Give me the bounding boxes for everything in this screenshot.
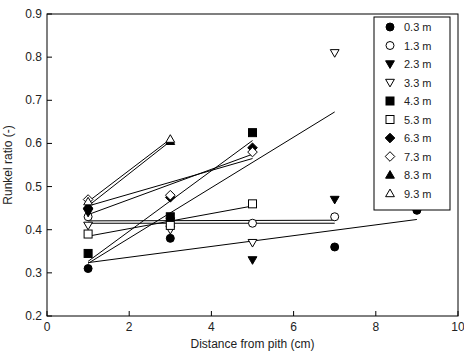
legend-frame bbox=[374, 17, 450, 210]
data-point bbox=[166, 221, 174, 229]
x-axis-label: Distance from pith (cm) bbox=[190, 337, 314, 351]
legend-label: 7.3 m bbox=[404, 151, 432, 163]
y-tick-label: 0.8 bbox=[25, 50, 42, 64]
x-tick-label: 8 bbox=[372, 320, 379, 334]
x-tick bbox=[293, 311, 294, 316]
legend-label: 9.3 m bbox=[404, 188, 432, 200]
data-point bbox=[330, 196, 339, 204]
legend-label: 4.3 m bbox=[404, 95, 432, 107]
legend-marker bbox=[386, 171, 395, 179]
y-tick bbox=[47, 229, 52, 230]
legend-marker bbox=[385, 133, 395, 143]
y-tick-label: 0.9 bbox=[25, 7, 42, 21]
data-point bbox=[83, 195, 93, 205]
legend-label: 0.3 m bbox=[404, 21, 432, 33]
legend-marker bbox=[385, 152, 395, 162]
legend: 0.3 m 1.3 m 2.3 m 3.3 m 4.3 m 5.3 m 6.3 m 7.3 m… bbox=[374, 17, 450, 210]
data-point bbox=[248, 147, 258, 157]
data-point bbox=[84, 230, 92, 238]
data-point bbox=[248, 239, 257, 247]
y-tick-label: 0.6 bbox=[25, 136, 42, 150]
y-axis-label: Runkel ratio (-) bbox=[1, 125, 15, 204]
data-point bbox=[166, 221, 174, 229]
x-tick bbox=[211, 311, 212, 316]
legend-label: 3.3 m bbox=[404, 77, 432, 89]
x-tick-label: 2 bbox=[126, 320, 133, 334]
data-point bbox=[331, 213, 339, 221]
data-point bbox=[249, 129, 257, 137]
trend-line bbox=[88, 139, 170, 202]
legend-marker bbox=[386, 61, 395, 69]
x-tick-label: 0 bbox=[44, 320, 51, 334]
legend-label: 8.3 m bbox=[404, 169, 432, 181]
y-tick bbox=[47, 186, 52, 187]
legend-label: 2.3 m bbox=[404, 58, 432, 70]
chart: 0 2 4 6 8 10 0.2 0.3 0.4 0.5 0.6 0.7 0.8 0.9 Distance … bbox=[0, 0, 464, 354]
legend-marker bbox=[386, 79, 395, 87]
data-point bbox=[249, 219, 257, 227]
legend-marker bbox=[386, 189, 395, 197]
x-tick bbox=[458, 311, 459, 316]
y-tick-label: 0.3 bbox=[25, 266, 42, 280]
data-point bbox=[166, 213, 174, 221]
data-point bbox=[84, 249, 92, 257]
trend-line bbox=[88, 219, 417, 262]
legend-marker bbox=[386, 97, 394, 105]
y-tick bbox=[47, 100, 52, 101]
trend-line bbox=[88, 141, 170, 206]
plot-frame bbox=[47, 14, 458, 316]
data-point bbox=[166, 234, 174, 242]
legend-label: 1.3 m bbox=[404, 40, 432, 52]
y-tick-label: 0.5 bbox=[25, 180, 42, 194]
trend-line bbox=[88, 154, 252, 214]
legend-label: 5.3 m bbox=[404, 114, 432, 126]
data-point bbox=[249, 200, 257, 208]
data-point bbox=[84, 222, 93, 230]
data-point bbox=[166, 135, 175, 143]
x-tick-label: 6 bbox=[290, 320, 297, 334]
x-tick bbox=[129, 311, 130, 316]
x-tick-label: 4 bbox=[208, 320, 215, 334]
data-point bbox=[84, 265, 92, 273]
y-tick-label: 0.4 bbox=[25, 223, 42, 237]
trend-line bbox=[88, 159, 252, 206]
x-tick bbox=[375, 311, 376, 316]
data-point bbox=[84, 197, 93, 205]
data-point bbox=[248, 257, 257, 265]
trend-line bbox=[88, 223, 335, 224]
y-tick bbox=[47, 143, 52, 144]
data-point bbox=[166, 190, 176, 200]
y-tick-label: 0.2 bbox=[25, 309, 42, 323]
y-tick bbox=[47, 272, 52, 273]
plot-marks bbox=[83, 50, 421, 273]
trend-line bbox=[88, 112, 335, 263]
trend-line bbox=[88, 141, 252, 262]
trend-line bbox=[88, 206, 252, 236]
trend-line bbox=[88, 220, 335, 222]
x-tick bbox=[47, 311, 48, 316]
y-tick-label: 0.7 bbox=[25, 93, 42, 107]
y-tick bbox=[47, 57, 52, 58]
legend-label: 6.3 m bbox=[404, 132, 432, 144]
legend-marker bbox=[386, 23, 394, 31]
data-point bbox=[330, 50, 339, 58]
legend-marker bbox=[386, 116, 394, 124]
x-tick-label: 10 bbox=[451, 320, 464, 334]
y-tick bbox=[47, 14, 52, 15]
data-point bbox=[331, 243, 339, 251]
y-tick bbox=[47, 316, 52, 317]
legend-marker bbox=[386, 42, 394, 50]
